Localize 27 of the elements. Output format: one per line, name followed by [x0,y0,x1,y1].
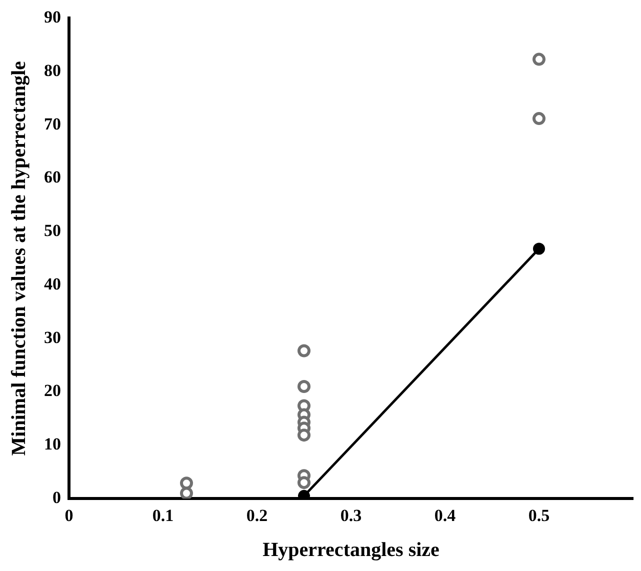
x-tick-label: 0.3 [340,506,362,526]
x-tick-label: 0.1 [152,506,174,526]
point [298,380,310,394]
x-tick-label: 0 [64,506,74,526]
point [180,486,193,499]
y-tick-label: 70 [44,114,61,134]
y-tick-label: 0 [52,488,61,507]
y-tick-label: 60 [44,168,61,187]
y-tick-label: 90 [44,8,61,27]
y-tick-label: 50 [44,221,61,240]
y-axis-title: Minimal function values at the hyperrectangle [8,60,30,456]
point [180,476,193,490]
point [533,242,545,255]
x-axis-title: Hyperrectangles size [262,539,440,562]
y-tick-label: 80 [44,60,61,80]
point [298,476,310,490]
point [298,428,310,442]
x-tick-label: 0.2 [246,506,268,526]
x-tick-label: 0.5 [528,506,550,526]
y-tick-label: 40 [44,274,61,294]
y-tick-label: 10 [44,434,61,454]
point [532,112,546,126]
x-tick-label: 0.4 [434,506,456,526]
y-tick-label: 30 [44,328,61,347]
point [298,344,310,358]
point [532,52,546,66]
y-tick-label: 20 [44,381,61,400]
